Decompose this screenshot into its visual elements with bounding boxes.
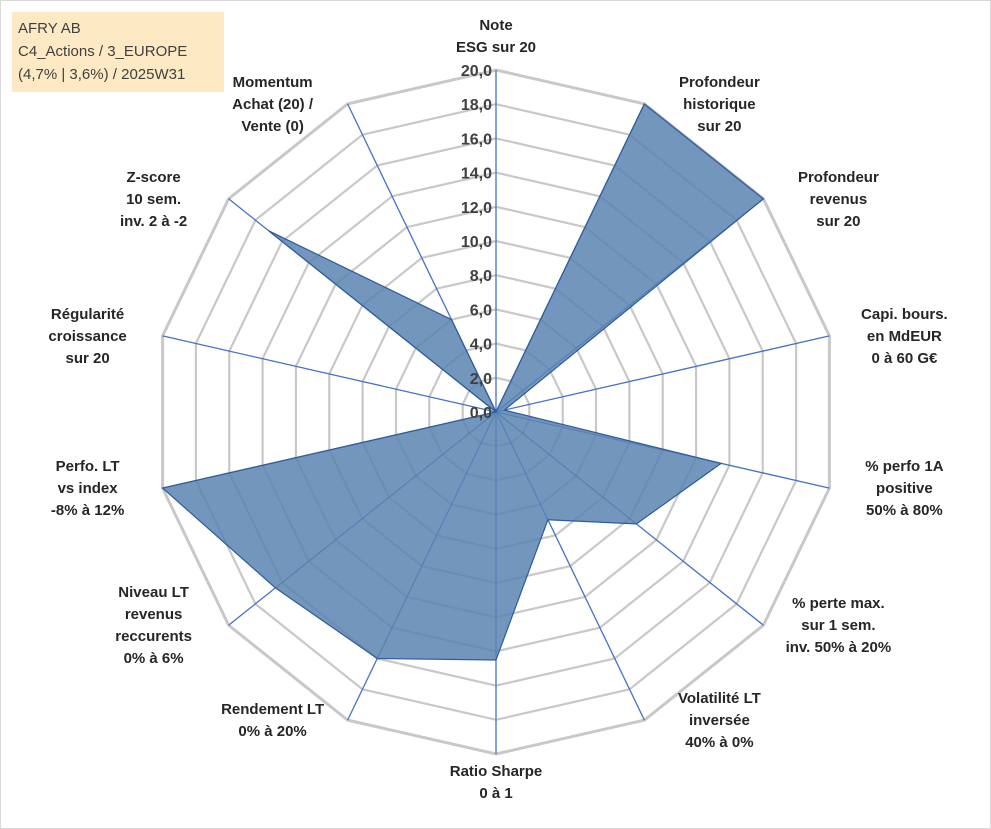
axis-label-line: Volatilité LT [678, 690, 761, 707]
tick-label: 0,0 [470, 405, 492, 422]
axis-label-line: historique [683, 96, 756, 113]
axis-label: Niveau LT revenus reccurents 0% à 6% [115, 584, 192, 667]
axis-label-line: 0% à 6% [124, 650, 184, 667]
axis-label-line: Niveau LT [118, 584, 189, 601]
axis-label-line: revenus [810, 191, 868, 208]
axis-label: % perte max. sur 1 sem. inv. 50% à 20% [786, 595, 892, 656]
axis-label-line: % perfo 1A [865, 458, 944, 475]
axis-label-line: sur 20 [697, 118, 741, 135]
axis-label-line: Ratio Sharpe [450, 763, 543, 780]
tick-label: 8,0 [470, 268, 492, 285]
axis-label: Ratio Sharpe 0 à 1 [450, 763, 543, 802]
axis-label-line: Z-score [127, 169, 181, 186]
axis-label-line: Régularité [51, 306, 124, 323]
info-box: AFRY AB C4_Actions / 3_EUROPE (4,7% | 3,… [12, 12, 224, 92]
axis-labels: Note ESG sur 20 Profondeur historique sur 20… [48, 17, 947, 802]
tick-label: 18,0 [461, 97, 492, 114]
axis-label: Z-score 10 sem. inv. 2 à -2 [120, 169, 187, 230]
radar-series [161, 102, 765, 661]
tick-label: 6,0 [470, 302, 492, 319]
axis-label: Perfo. LT vs index -8% à 12% [51, 458, 124, 519]
tick-label: 20,0 [461, 63, 492, 80]
axis-label-line: inversée [689, 712, 750, 729]
axis-label: % perfo 1A positive 50% à 80% [865, 458, 944, 519]
axis-label-line: Note [479, 17, 512, 34]
axis-label-line: reccurents [115, 628, 192, 645]
tick-label: 16,0 [461, 131, 492, 148]
axis-label-line: sur 20 [65, 350, 109, 367]
axis-label-line: -8% à 12% [51, 502, 124, 519]
axis-label-line: Profondeur [798, 169, 879, 186]
axis-label-line: revenus [125, 606, 183, 623]
axis-label-line: 0 à 1 [479, 785, 512, 802]
period-label: (4,7% | 3,6%) / 2025W31 [18, 66, 186, 83]
axis-label: Profondeur historique sur 20 [679, 74, 760, 135]
axis-label-line: vs index [58, 480, 119, 497]
series-area [161, 102, 765, 661]
tick-label: 4,0 [470, 337, 492, 354]
axis-label-line: 0 à 60 G€ [871, 350, 938, 367]
axis-label-line: sur 20 [816, 213, 860, 230]
axis-label-line: 10 sem. [126, 191, 181, 208]
axis-label: Régularité croissance sur 20 [48, 306, 126, 367]
axis-label-line: % perte max. [792, 595, 885, 612]
axis-label: Profondeur revenus sur 20 [798, 169, 879, 230]
axis-label-line: inv. 50% à 20% [786, 639, 892, 656]
tick-label: 14,0 [461, 166, 492, 183]
axis-label-line: Perfo. LT [56, 458, 120, 475]
company-name: AFRY AB [18, 20, 81, 37]
axis-label-line: positive [876, 480, 933, 497]
axis-label-line: Capi. bours. [861, 306, 948, 323]
tick-label: 12,0 [461, 200, 492, 217]
tick-label: 10,0 [461, 234, 492, 251]
axis-label-line: Vente (0) [241, 118, 304, 135]
axis-label-line: Profondeur [679, 74, 760, 91]
axis-label-line: Rendement LT [221, 701, 324, 718]
radial-ticks: 0,0 2,0 4,0 6,0 8,0 10,0 12,0 14,0 16,0 18,0 20,0 [461, 63, 492, 422]
axis-label-line: ESG sur 20 [456, 39, 536, 56]
axis-label-line: croissance [48, 328, 126, 345]
axis-label-line: Momentum [233, 74, 313, 91]
axis-label: Volatilité LT inversée 40% à 0% [678, 690, 761, 751]
category-label: C4_Actions / 3_EUROPE [18, 43, 188, 60]
axis-label: Momentum Achat (20) / Vente (0) [232, 74, 314, 135]
axis-label: Rendement LT 0% à 20% [221, 701, 324, 740]
axis-label-line: Achat (20) / [232, 96, 314, 113]
axis-label-line: en MdEUR [867, 328, 942, 345]
axis-label: Capi. bours. en MdEUR 0 à 60 G€ [861, 306, 948, 367]
tick-label: 2,0 [470, 371, 492, 388]
axis-label-line: sur 1 sem. [801, 617, 875, 634]
axis-label-line: 0% à 20% [238, 723, 306, 740]
axis-label: Note ESG sur 20 [456, 17, 536, 56]
axis-spoke [162, 335, 497, 413]
axis-label-line: 40% à 0% [685, 734, 753, 751]
axis-label-line: 50% à 80% [866, 502, 943, 519]
axis-spoke [495, 335, 830, 413]
axis-label-line: inv. 2 à -2 [120, 213, 187, 230]
